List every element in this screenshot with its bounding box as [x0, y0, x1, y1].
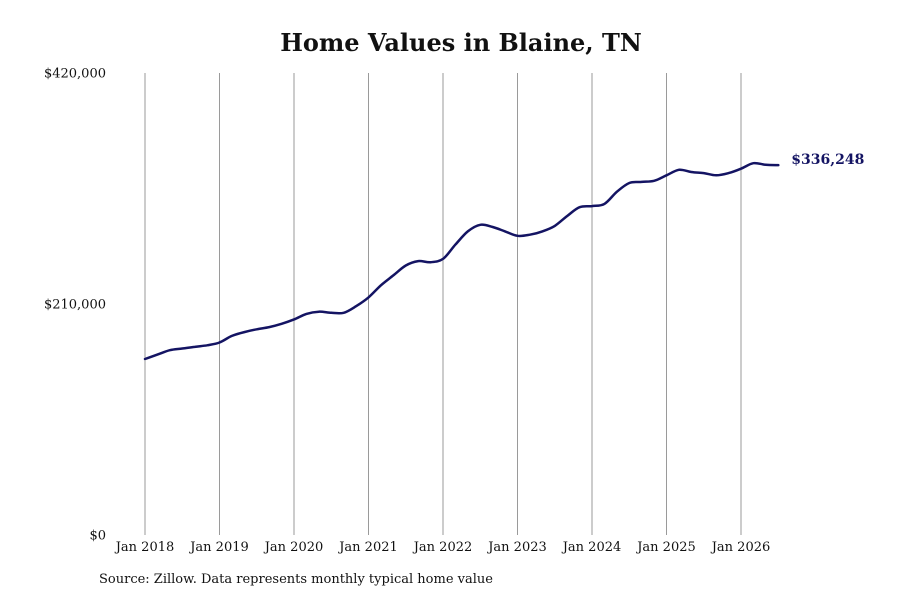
- data-point: [579, 206, 581, 208]
- data-point: [529, 234, 531, 236]
- data-point: [628, 182, 630, 184]
- data-point: [256, 328, 258, 330]
- data-point: [368, 296, 370, 298]
- data-point: [653, 180, 655, 182]
- data-point: [541, 230, 543, 232]
- data-point: [554, 225, 556, 227]
- data-point: [430, 261, 432, 263]
- data-point: [293, 318, 295, 320]
- data-point: [479, 224, 481, 226]
- data-point: [467, 230, 469, 232]
- data-point: [392, 274, 394, 276]
- data-point: [777, 164, 779, 166]
- chart-title: Home Values in Blaine, TN: [280, 28, 642, 57]
- y-axis-tick-labels: $0 $210,000 $420,000: [44, 67, 106, 544]
- data-point: [740, 168, 742, 170]
- data-point: [616, 191, 618, 193]
- data-point: [504, 230, 506, 232]
- data-point: [703, 172, 705, 174]
- vertical-gridlines: [144, 73, 742, 535]
- series-line-home-value: [143, 161, 780, 361]
- data-point: [454, 244, 456, 246]
- data-point: [231, 335, 233, 337]
- data-point: [690, 171, 692, 173]
- x-tick-label: Jan 2024: [561, 540, 622, 555]
- data-point: [603, 203, 605, 205]
- data-point: [194, 346, 196, 348]
- data-point: [517, 235, 519, 237]
- data-point: [156, 354, 158, 356]
- x-tick-label: Jan 2025: [635, 540, 696, 555]
- x-tick-label: Jan 2022: [412, 540, 473, 555]
- data-point: [268, 326, 270, 328]
- data-point: [728, 172, 730, 174]
- data-point: [144, 358, 146, 360]
- data-point: [641, 181, 643, 183]
- data-point: [492, 226, 494, 228]
- data-point: [243, 331, 245, 333]
- data-point: [666, 174, 668, 176]
- x-tick-label: Jan 2019: [188, 540, 249, 555]
- x-tick-label: Jan 2020: [263, 540, 324, 555]
- data-point: [591, 205, 593, 207]
- data-point: [765, 164, 767, 166]
- end-value-label: $336,248: [791, 152, 864, 168]
- data-point: [566, 215, 568, 217]
- y-tick-label: $210,000: [44, 298, 106, 313]
- data-point: [219, 342, 221, 344]
- data-point: [752, 162, 754, 164]
- data-point: [318, 311, 320, 313]
- data-point: [181, 348, 183, 350]
- source-note: Source: Zillow. Data represents monthly …: [99, 572, 493, 587]
- x-tick-label: Jan 2021: [337, 540, 398, 555]
- data-point: [343, 312, 345, 314]
- x-tick-label: Jan 2026: [710, 540, 771, 555]
- y-tick-label: $420,000: [44, 67, 106, 82]
- data-point: [380, 284, 382, 286]
- data-point: [405, 265, 407, 267]
- data-point: [417, 260, 419, 262]
- y-tick-label: $0: [89, 529, 106, 544]
- data-point: [281, 323, 283, 325]
- data-point: [715, 174, 717, 176]
- x-tick-label: Jan 2023: [486, 540, 547, 555]
- data-point: [330, 312, 332, 314]
- series-points: [144, 162, 779, 360]
- x-tick-label: Jan 2018: [114, 540, 175, 555]
- data-point: [169, 349, 171, 351]
- data-point: [678, 169, 680, 171]
- data-point: [206, 344, 208, 346]
- data-point: [355, 305, 357, 307]
- data-point: [305, 313, 307, 315]
- data-point: [442, 258, 444, 260]
- x-axis-tick-labels: Jan 2018 Jan 2019 Jan 2020 Jan 2021 Jan 2022…: [114, 540, 771, 555]
